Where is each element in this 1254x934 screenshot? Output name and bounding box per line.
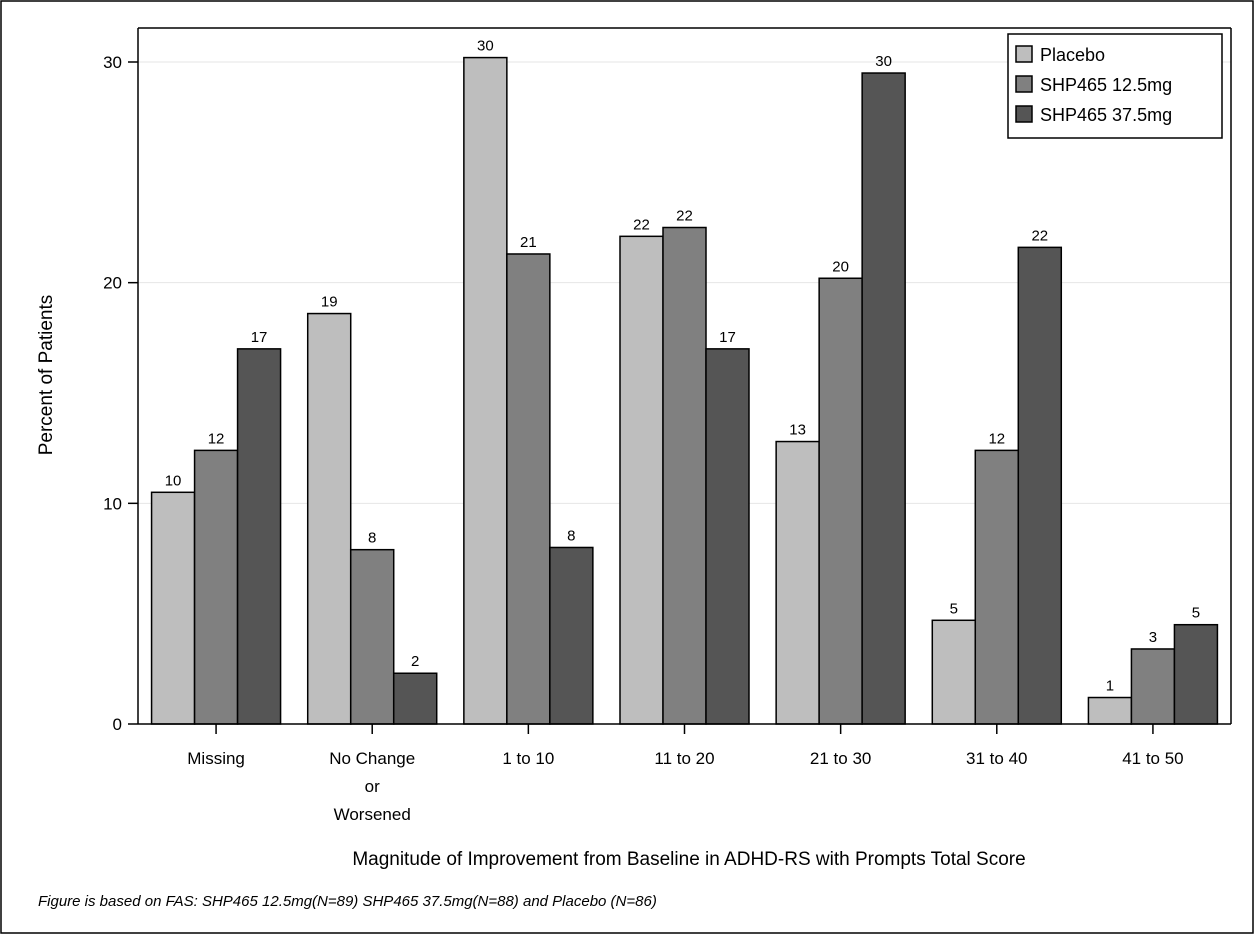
data-label: 5 <box>950 600 958 617</box>
bar-shp465-37-5mg-0 <box>236 348 282 725</box>
legend-swatch <box>1015 45 1033 63</box>
data-label: 12 <box>988 430 1005 447</box>
bar-shp465-37-5mg-1 <box>392 672 438 725</box>
x-tick-label: 11 to 20 <box>654 749 714 768</box>
bar-placebo-4 <box>775 440 820 725</box>
data-label: 12 <box>208 430 225 447</box>
y-tick-label: 20 <box>103 274 122 293</box>
x-tick-label: Missing <box>187 749 245 768</box>
legend-box <box>1007 33 1223 139</box>
data-label: 17 <box>251 329 268 346</box>
data-label: 30 <box>875 53 892 70</box>
x-tick-label: 1 to 10 <box>502 749 554 768</box>
axes: 0 10 20 30 Missing No Change or Worsened 1 to 10… <box>103 27 1232 824</box>
data-label: 2 <box>411 653 419 670</box>
y-tick-label: 10 <box>103 494 122 513</box>
bar-placebo-6 <box>1087 696 1133 725</box>
bar-shp465-12-5mg-6 <box>1130 648 1176 725</box>
bar-shp465-37-5mg-2 <box>549 546 594 725</box>
data-label: 1 <box>1106 678 1114 695</box>
bar-shp465-12-5mg-2 <box>506 253 551 725</box>
data-label: 22 <box>676 208 693 225</box>
data-label: 3 <box>1149 629 1157 646</box>
legend: Placebo SHP465 12.5mg SHP465 37.5mg <box>1007 33 1223 139</box>
bar-placebo-5 <box>931 619 977 725</box>
bar-shp465-12-5mg-5 <box>974 449 1020 725</box>
data-label: 17 <box>719 329 736 346</box>
y-tick-label: 30 <box>103 53 122 72</box>
bar-shp465-12-5mg-3 <box>662 226 707 725</box>
bar-shp465-37-5mg-4 <box>861 72 906 725</box>
x-axis-label: Magnitude of Improvement from Baseline i… <box>352 849 1025 870</box>
x-tick-label: 31 to 40 <box>966 749 1027 768</box>
y-axis-label: Percent of Patients <box>36 295 57 456</box>
bar-shp465-37-5mg-5 <box>1017 246 1063 725</box>
data-label: 30 <box>477 38 494 55</box>
data-label: 19 <box>321 294 338 311</box>
data-label: 10 <box>165 472 182 489</box>
bar-shp465-37-5mg-6 <box>1173 623 1219 725</box>
bar-shp465-37-5mg-3 <box>705 348 750 725</box>
bar-shp465-12-5mg-1 <box>349 548 395 725</box>
data-labels: 10 19 30 22 13 5 1 12 8 21 22 20 12 3 17 2 8 17 30 22 5 <box>165 38 1200 695</box>
bar-placebo-2 <box>463 56 508 725</box>
legend-swatch <box>1015 75 1033 93</box>
bar-placebo-0 <box>150 491 196 725</box>
data-label: 21 <box>520 234 537 251</box>
y-tick-label: 0 <box>113 715 122 734</box>
legend-entry: SHP465 12.5mg <box>1040 75 1172 95</box>
legend-swatch <box>1015 105 1033 123</box>
legend-entry: SHP465 37.5mg <box>1040 105 1172 125</box>
footnote: Figure is based on FAS: SHP465 12.5mg(N=… <box>38 893 657 910</box>
bar-shp465-12-5mg-4 <box>818 277 863 725</box>
x-tick-label: No Change or Worsened <box>329 749 415 824</box>
legend-entry: Placebo <box>1040 45 1105 65</box>
data-label: 22 <box>633 216 650 233</box>
bar-placebo-3 <box>619 235 664 725</box>
data-label: 13 <box>789 422 806 439</box>
data-label: 22 <box>1031 227 1048 244</box>
bar-placebo-1 <box>306 312 352 725</box>
bar-shp465-12-5mg-0 <box>193 449 239 725</box>
bars <box>150 56 1219 725</box>
x-tick-label: 41 to 50 <box>1122 749 1183 768</box>
x-tick-label: 21 to 30 <box>810 749 871 768</box>
data-label: 20 <box>832 258 849 275</box>
data-label: 8 <box>368 530 376 547</box>
data-label: 8 <box>567 527 575 544</box>
data-label: 5 <box>1192 605 1200 622</box>
